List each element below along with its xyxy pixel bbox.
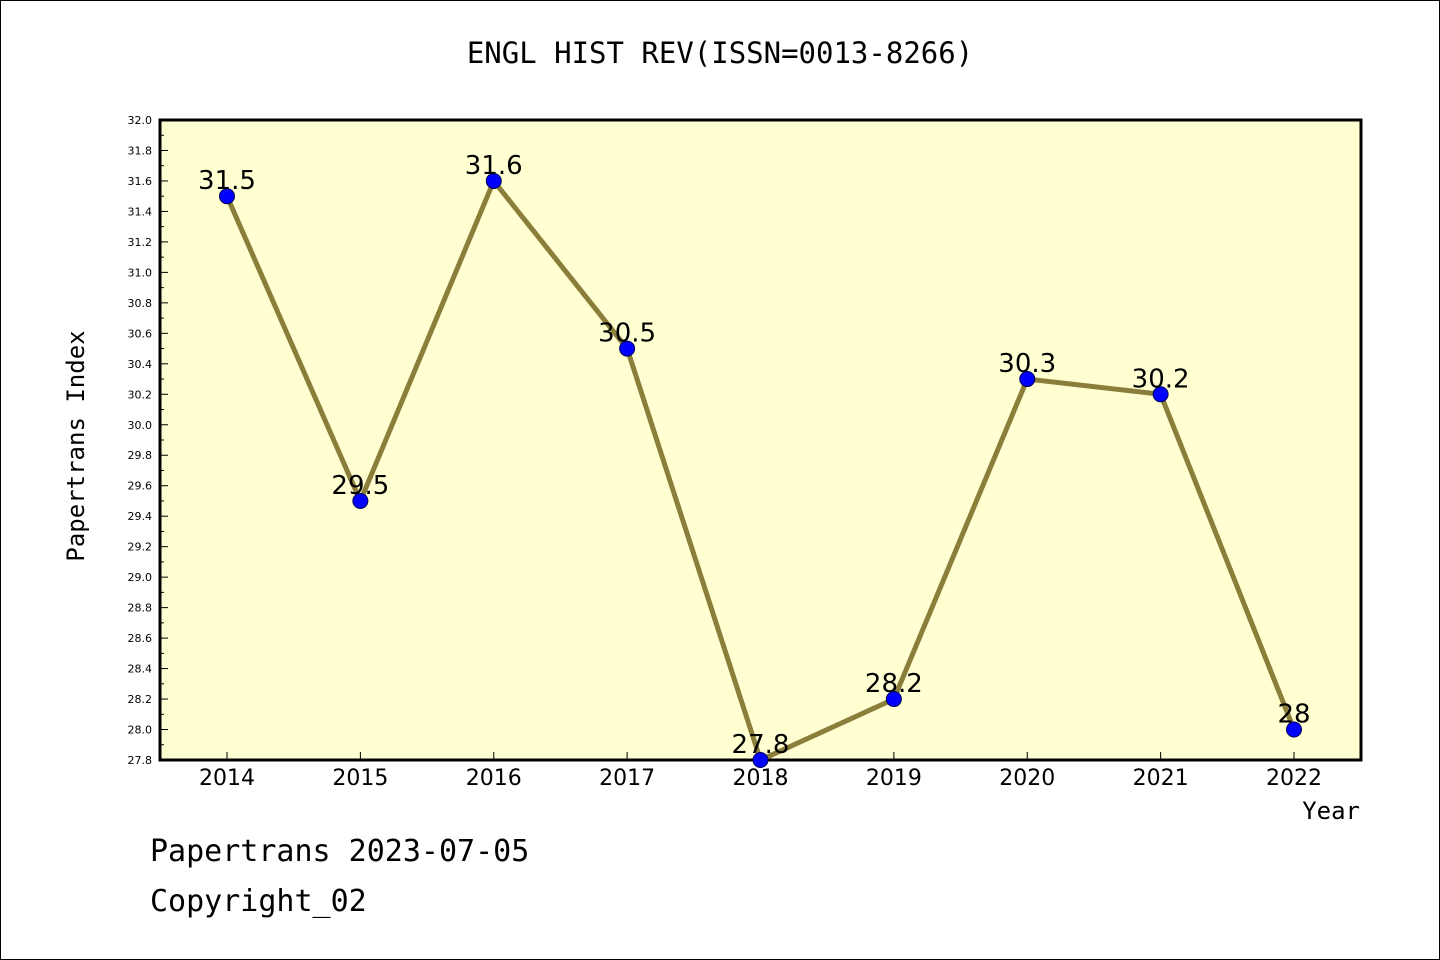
y-tick-label: 28.6 [128, 632, 153, 645]
y-tick-label: 30.0 [128, 419, 153, 432]
y-tick-label: 31.0 [128, 266, 153, 279]
y-tick-label: 31.8 [128, 144, 153, 157]
plot-area [158, 118, 1363, 762]
data-label: 28 [1277, 700, 1310, 730]
data-label: 27.8 [732, 730, 790, 760]
x-tick-label: 2016 [466, 766, 522, 791]
y-tick-label: 28.8 [128, 602, 153, 615]
data-point [752, 752, 769, 768]
y-tick-label: 29.8 [128, 449, 153, 462]
y-tick-label: 30.4 [128, 358, 153, 371]
y-tick-label: 32.0 [128, 114, 153, 127]
data-point [485, 172, 502, 189]
data-label: 30.5 [598, 319, 656, 349]
chart-title: ENGL HIST REV(ISSN=0013-8266) [466, 36, 974, 70]
data-point [619, 340, 636, 357]
y-tick-label: 27.8 [128, 754, 153, 767]
y-tick-label: 28.4 [128, 663, 153, 676]
data-label: 30.2 [1132, 364, 1190, 394]
y-tick-label: 28.0 [128, 724, 153, 737]
y-tick-label: 31.6 [128, 175, 153, 188]
footer-date: Papertrans 2023-07-05 [150, 834, 530, 869]
x-tick-label: 2018 [733, 766, 789, 791]
data-label: 31.6 [465, 151, 523, 181]
x-tick-label: 2020 [999, 766, 1055, 791]
y-tick-label: 31.2 [128, 236, 153, 249]
data-point [885, 691, 902, 708]
x-tick-label: 2019 [866, 766, 922, 791]
data-point [1286, 721, 1302, 738]
y-tick-label: 29.4 [128, 510, 153, 523]
x-tick-label: 2021 [1133, 766, 1189, 791]
x-tick-label: 2017 [599, 766, 655, 791]
x-tick-label: 2022 [1266, 766, 1322, 791]
data-point [1019, 371, 1036, 388]
y-tick-label: 29.0 [128, 571, 153, 584]
y-tick-label: 30.8 [128, 297, 153, 310]
y-tick-label: 29.6 [128, 480, 153, 493]
data-point [352, 492, 369, 509]
data-point [219, 188, 235, 205]
data-label: 29.5 [331, 471, 389, 501]
y-tick-label: 30.2 [128, 388, 153, 401]
y-tick-label: 30.6 [128, 327, 153, 340]
data-point [1152, 386, 1169, 403]
y-tick-label: 31.4 [128, 205, 153, 218]
x-axis-label: Year [1302, 797, 1360, 825]
x-tick-label: 2015 [332, 766, 388, 791]
data-label: 28.2 [865, 669, 923, 699]
data-label: 31.5 [198, 166, 256, 196]
footer-copyright: Copyright_02 [150, 884, 367, 919]
x-tick-label: 2014 [199, 766, 255, 791]
y-tick-label: 29.2 [128, 541, 153, 554]
data-label: 30.3 [998, 349, 1056, 379]
y-tick-label: 28.2 [128, 693, 153, 706]
